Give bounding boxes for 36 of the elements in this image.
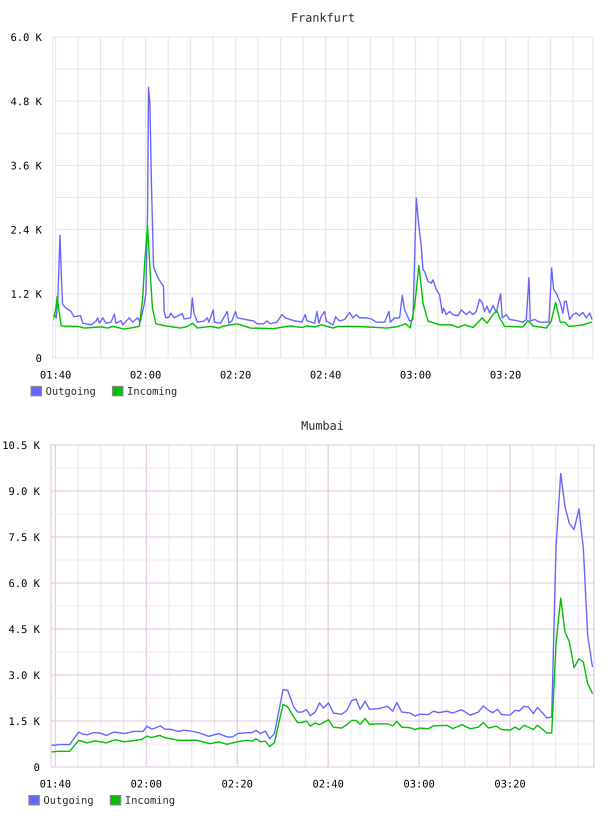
legend-label: Outgoing	[46, 386, 95, 397]
x-tick-label: 02:40	[313, 780, 344, 788]
y-tick-label: 0	[34, 763, 40, 772]
line-series	[53, 225, 592, 330]
legend-label: Incoming	[126, 796, 174, 806]
legend-label: Incoming	[128, 386, 176, 397]
y-tick-label: 1.2 K	[12, 290, 42, 298]
y-tick-label: 10.5 K	[4, 441, 40, 450]
line-series	[51, 472, 594, 746]
y-tick-label: 0	[36, 354, 42, 362]
x-tick-label: 02:20	[220, 370, 251, 379]
x-tick-label: 01:40	[40, 780, 70, 788]
y-tick-label: 1.5 K	[10, 717, 40, 726]
legend-label: Outgoing	[44, 796, 93, 806]
y-tick-label: 3.6 K	[11, 162, 42, 170]
y-tick-label: 9.0 K	[9, 487, 40, 496]
x-tick-label: 03:20	[495, 780, 526, 788]
line-series	[51, 597, 594, 753]
x-tick-label: 02:00	[130, 370, 161, 379]
y-tick-label: 4.5 K	[9, 625, 40, 634]
x-tick-label: 02:00	[131, 780, 162, 788]
y-tick-label: 2.4 K	[11, 226, 42, 234]
y-tick-label: 3.0 K	[9, 671, 40, 680]
x-tick-label: 01:40	[40, 370, 71, 379]
chart-title: Frankfurt	[292, 12, 354, 22]
x-tick-label: 03:00	[404, 780, 434, 788]
x-tick-label: 03:20	[490, 370, 521, 379]
x-tick-label: 03:00	[400, 370, 431, 379]
x-tick-label: 02:20	[222, 780, 252, 788]
line-series	[53, 86, 593, 326]
y-tick-label: 7.5 K	[9, 533, 40, 542]
y-tick-label: 4.8 K	[11, 97, 42, 106]
y-tick-label: 6.0 K	[9, 579, 40, 588]
x-tick-label: 02:40	[310, 370, 341, 379]
y-tick-label: 6.0 K	[11, 33, 42, 42]
chart-title: Mumbai	[302, 420, 344, 430]
